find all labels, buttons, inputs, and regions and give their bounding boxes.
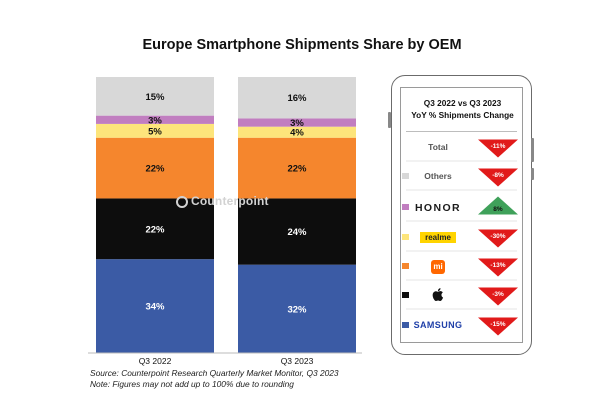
row-label-xiaomi: mi xyxy=(400,260,476,274)
legend-swatch-others xyxy=(402,173,409,179)
bar-segment-xiaomi xyxy=(238,137,356,199)
down-arrow-icon xyxy=(478,139,518,158)
bar-segment-others xyxy=(96,77,214,116)
bar-segment-samsung xyxy=(238,264,356,353)
xiaomi-logo: mi xyxy=(431,260,445,274)
data-label-honor: 3% xyxy=(148,115,162,126)
down-arrow-icon xyxy=(478,168,518,187)
bar-segment-others xyxy=(238,77,356,119)
watermark-text: Counterpoint xyxy=(191,194,269,208)
up-arrow-icon xyxy=(478,196,518,215)
row-label-realme: realme xyxy=(400,232,476,243)
yoy-value-apple: -3% xyxy=(492,291,504,298)
bar-segment-apple xyxy=(238,198,356,265)
chart-title: Europe Smartphone Shipments Share by OEM xyxy=(142,37,462,53)
rounding-footnote: Note: Figures may not add up to 100% due… xyxy=(90,379,294,389)
data-label-realme: 4% xyxy=(290,128,304,139)
realme-logo: realme xyxy=(420,232,456,243)
down-arrow-icon xyxy=(478,317,518,336)
legend-swatch-honor xyxy=(402,204,409,210)
legend-swatch-xiaomi xyxy=(402,263,409,269)
phone-frame-icon xyxy=(391,75,532,355)
data-label-others: 15% xyxy=(145,92,165,103)
data-label-samsung: 34% xyxy=(145,302,165,313)
panel-title-line2: YoY % Shipments Change xyxy=(411,110,514,120)
bar-segment-realme xyxy=(96,123,214,138)
yoy-panel: Q3 2022 vs Q3 2023 YoY % Shipments Chang… xyxy=(400,87,523,343)
yoy-value-honor: 8% xyxy=(493,206,503,213)
apple-icon xyxy=(432,288,443,301)
bar-segment-realme xyxy=(238,126,356,138)
data-label-samsung: 32% xyxy=(287,304,307,315)
source-footnote: Source: Counterpoint Research Quarterly … xyxy=(90,368,339,378)
x-tick-label: Q3 2023 xyxy=(281,356,314,366)
yoy-value-samsung: -15% xyxy=(490,321,505,328)
legend-swatch-samsung xyxy=(402,322,409,328)
row-label-samsung: SAMSUNG xyxy=(400,320,476,330)
row-label-honor: HONOR xyxy=(400,202,476,214)
yoy-value-xiaomi: -13% xyxy=(490,262,505,269)
data-label-realme: 5% xyxy=(148,126,162,137)
row-label-apple xyxy=(400,287,476,304)
yoy-value-others: -8% xyxy=(492,172,504,179)
phone-side-button xyxy=(388,112,391,128)
bar-segment-honor xyxy=(96,115,214,124)
samsung-logo: SAMSUNG xyxy=(413,320,463,330)
down-arrow-icon xyxy=(478,287,518,306)
row-label-others: Others xyxy=(424,171,452,181)
yoy-value-total: -11% xyxy=(491,143,506,150)
phone-side-button xyxy=(531,168,534,180)
legend-swatch-realme xyxy=(402,234,409,240)
legend-swatch-apple xyxy=(402,292,409,298)
watermark: Counterpoint xyxy=(176,194,269,208)
yoy-value-realme: -30% xyxy=(490,233,505,240)
down-arrow-icon xyxy=(478,258,518,277)
bar-segment-apple xyxy=(96,198,214,260)
data-label-honor: 3% xyxy=(290,118,304,129)
phone-side-button xyxy=(531,138,534,162)
bar-segment-xiaomi xyxy=(96,137,214,199)
bar-segment-honor xyxy=(238,118,356,127)
data-label-apple: 22% xyxy=(145,224,165,235)
data-label-xiaomi: 22% xyxy=(145,164,165,175)
data-label-others: 16% xyxy=(287,93,307,104)
panel-divider xyxy=(406,131,517,132)
counterpoint-logo-icon xyxy=(176,196,188,208)
row-label-total: Total xyxy=(428,142,448,152)
panel-title-line1: Q3 2022 vs Q3 2023 xyxy=(423,98,502,108)
x-tick-label: Q3 2022 xyxy=(139,356,172,366)
bar-segment-samsung xyxy=(96,259,214,353)
down-arrow-icon xyxy=(478,229,518,248)
data-label-xiaomi: 22% xyxy=(287,164,307,175)
panel-title: Q3 2022 vs Q3 2023 YoY % Shipments Chang… xyxy=(401,97,524,121)
honor-logo: HONOR xyxy=(414,202,462,214)
data-label-apple: 24% xyxy=(287,227,307,238)
